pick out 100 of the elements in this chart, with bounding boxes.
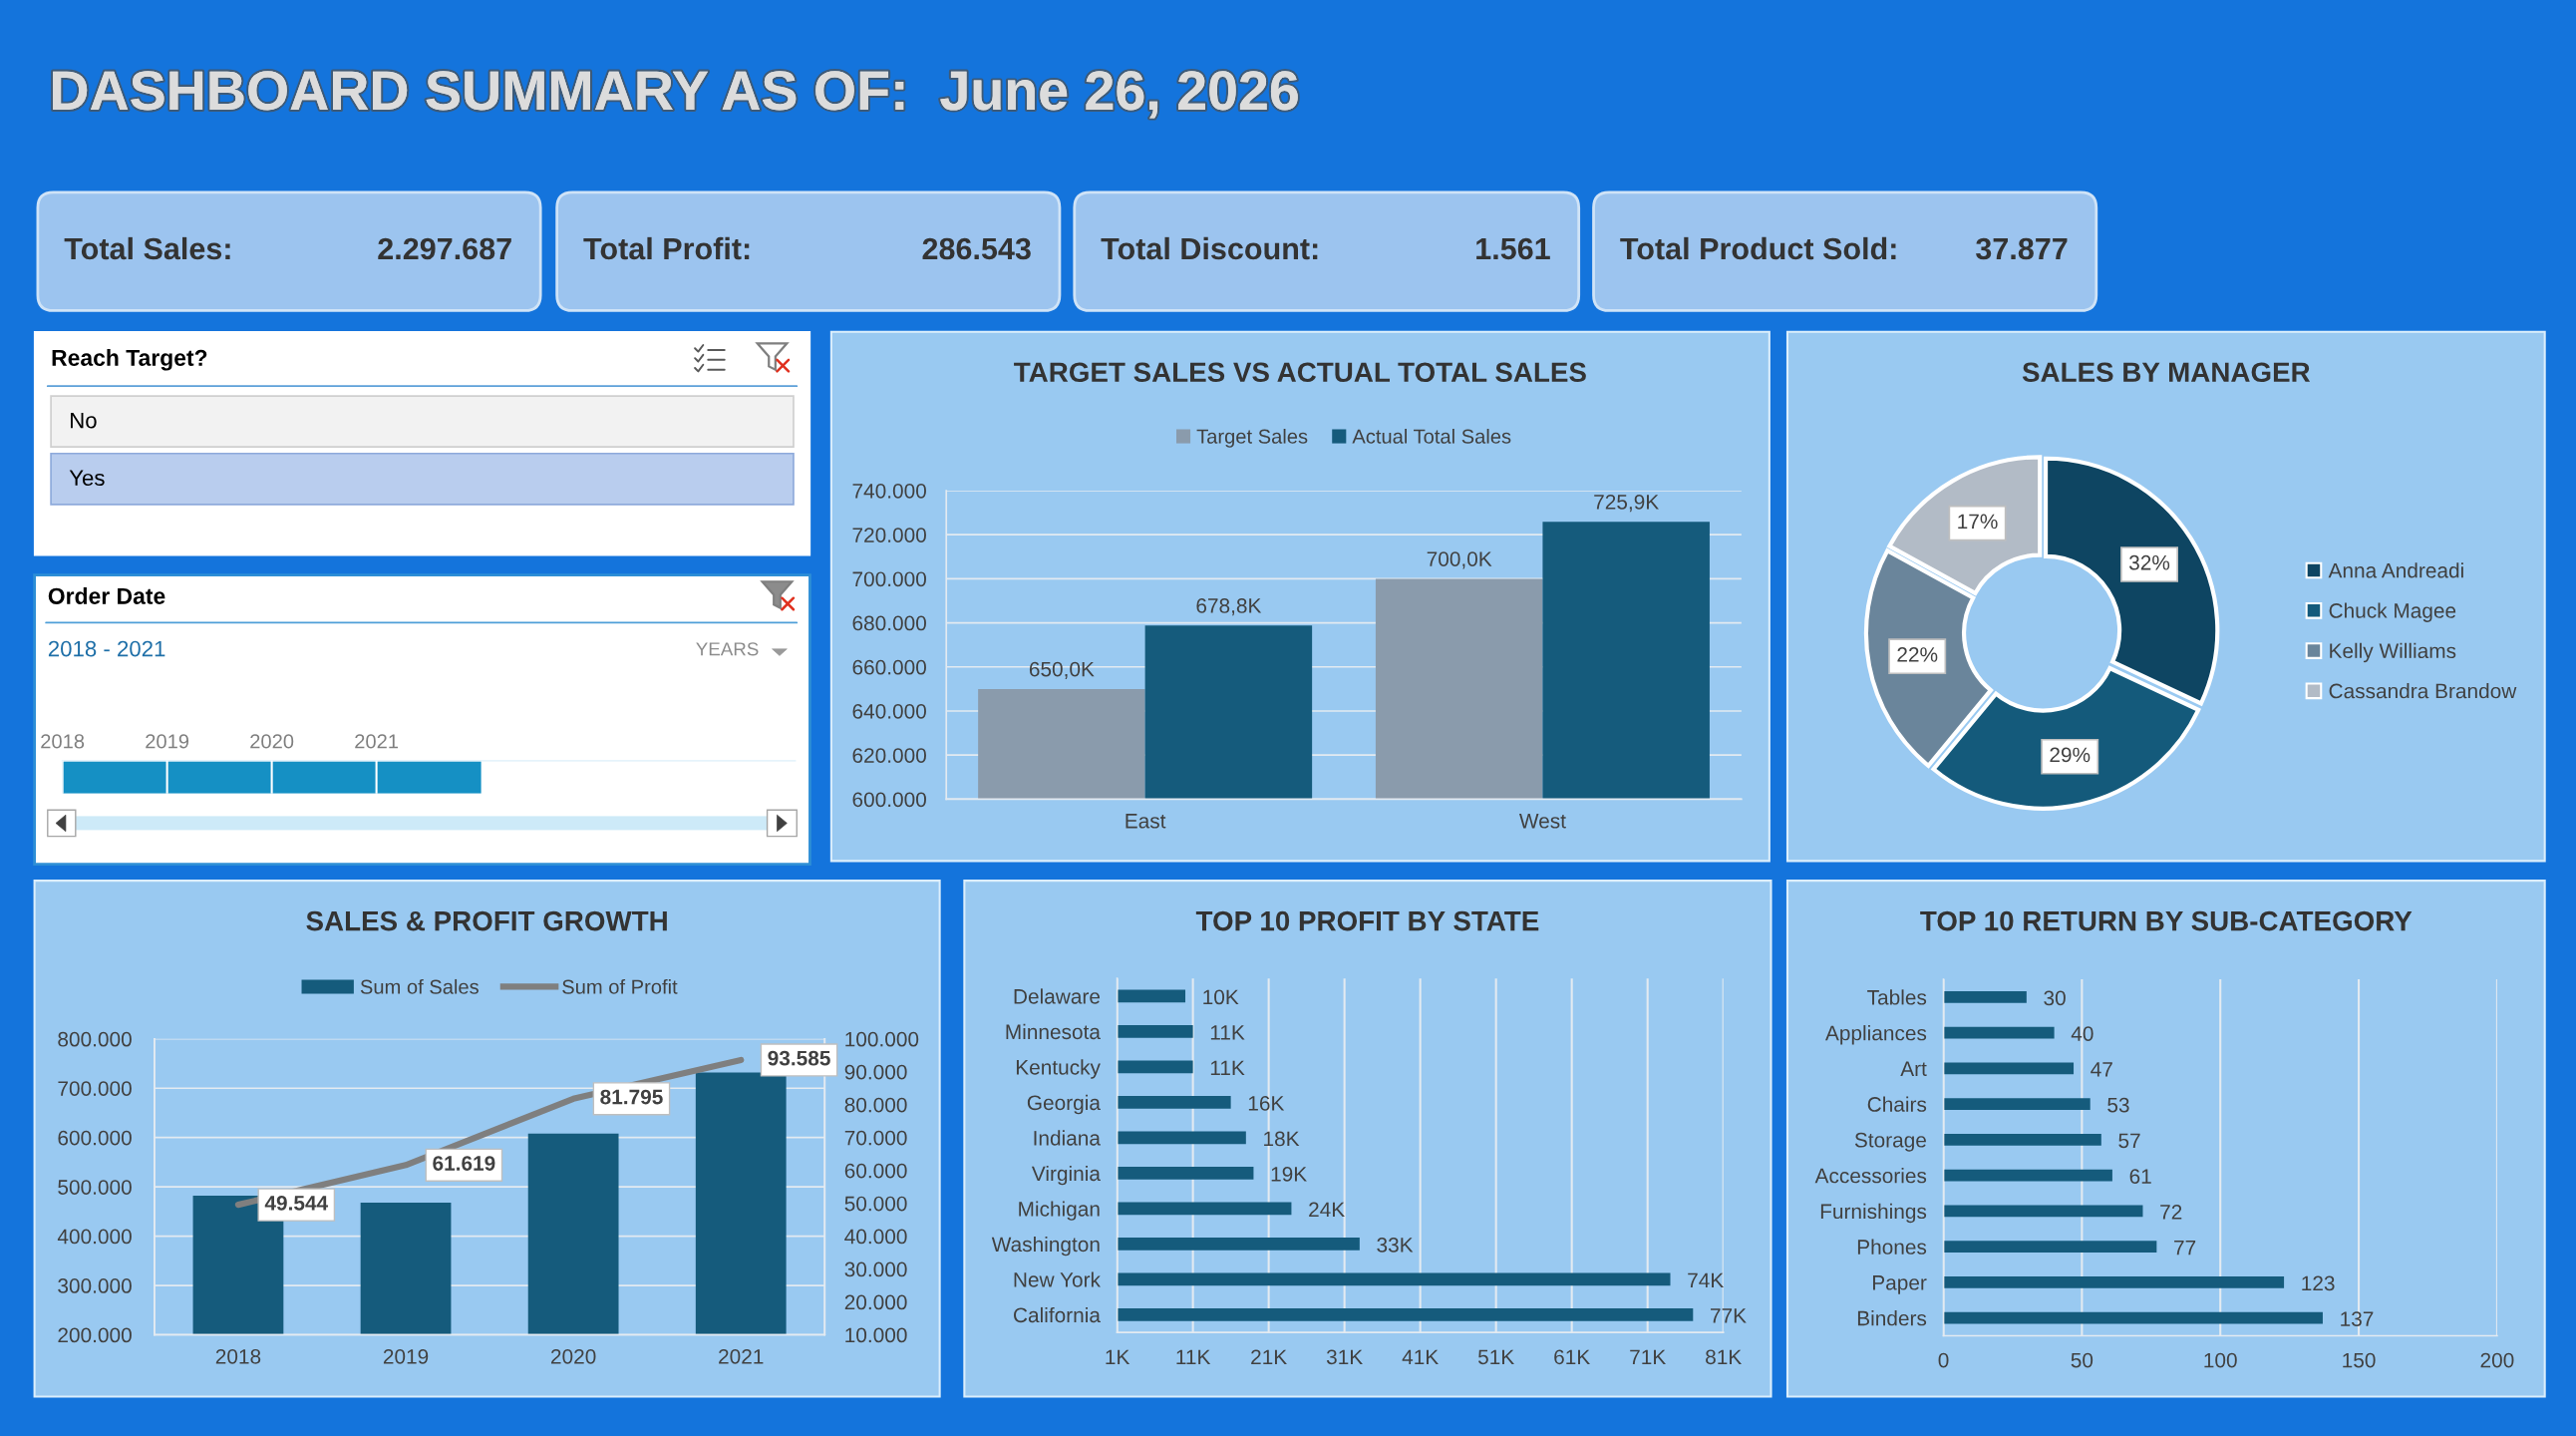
data-label: 19K <box>1271 1167 1307 1182</box>
bar <box>1943 1026 2055 1039</box>
text: Reach Target? <box>52 349 207 371</box>
text: Total Profit: <box>583 236 750 260</box>
legend-label: Sum of Sales <box>360 978 479 994</box>
x-tick-label: 41K <box>1402 1349 1439 1364</box>
y-tick-label: 400.000 <box>57 1229 132 1245</box>
data-label: 77K <box>1711 1308 1747 1323</box>
y-tick-label: Delaware <box>1014 988 1101 1004</box>
x-tick-label: 1K <box>1106 1349 1130 1364</box>
y2-tick-label: 80.000 <box>844 1097 907 1113</box>
y-tick-label: 620.000 <box>852 748 926 763</box>
data-label: 61.619 <box>433 1156 495 1171</box>
y2-tick-label: 40.000 <box>844 1229 907 1245</box>
y2-tick-label: 30.000 <box>844 1261 907 1277</box>
data-label: 32% <box>2128 554 2170 570</box>
x-tick-label: 2020 <box>551 1348 596 1364</box>
y-tick-label: Appliances <box>1825 1025 1927 1045</box>
y-tick-label: Paper <box>1872 1275 1927 1294</box>
y2-tick-label: 70.000 <box>844 1130 907 1146</box>
y-tick-label: Phones <box>1857 1239 1927 1255</box>
x-tick-label: 11K <box>1176 1349 1211 1364</box>
y2-tick-label: 10.000 <box>845 1327 907 1343</box>
y-tick-label: Georgia <box>1027 1094 1101 1115</box>
data-label: 137 <box>2341 1311 2374 1326</box>
chart-title: Order Date <box>48 587 165 604</box>
y-tick-label: 700.000 <box>852 571 926 587</box>
y-tick-label: Furnishings <box>1820 1203 1927 1224</box>
y2-tick-label: 60.000 <box>844 1163 907 1179</box>
data-label: 18K <box>1264 1131 1300 1147</box>
y2-tick-label: 90.000 <box>844 1064 907 1080</box>
data-label: 57 <box>2118 1133 2140 1149</box>
data-label: 17% <box>1958 514 1998 530</box>
data-label: 10K <box>1203 989 1239 1005</box>
data-label: 72 <box>2160 1204 2182 1220</box>
data-label: 11K <box>1210 1025 1245 1040</box>
y-tick-label: 200.000 <box>58 1327 132 1343</box>
data-label: 93.585 <box>768 1050 830 1066</box>
data-label: 33K <box>1377 1238 1414 1253</box>
chart-title: SALES BY MANAGER <box>2022 362 2311 383</box>
data-label: 77 <box>2174 1240 2196 1256</box>
text: DASHBOARD SUMMARY AS OF: June 26, 2026 <box>53 71 1298 119</box>
data-label: 24K <box>1309 1202 1345 1218</box>
x-tick-label: 61K <box>1554 1349 1590 1365</box>
y-tick-label: Indiana <box>1034 1130 1101 1146</box>
data-label: 725,9K <box>1594 494 1659 513</box>
legend-label: Sum of Profit <box>562 978 678 994</box>
legend-label: Anna Andreadi <box>2328 562 2463 578</box>
data-label: 81.795 <box>600 1089 663 1105</box>
y-tick-label: 800.000 <box>58 1031 132 1047</box>
data-label: 16K <box>1248 1096 1285 1111</box>
y-tick-label: 300.000 <box>58 1278 132 1293</box>
y-tick-label: California <box>1014 1306 1101 1323</box>
y-tick-label: Minnesota <box>1006 1023 1101 1040</box>
bar <box>1943 1311 2323 1324</box>
x-tick-label: 2018 <box>41 734 85 749</box>
text: Total Product Sold: <box>1620 236 1896 260</box>
y-tick-label: 600.000 <box>852 792 926 808</box>
y-tick-label: 680.000 <box>852 615 926 631</box>
x-tick-label: 2019 <box>146 734 189 749</box>
data-label: 678,8K <box>1196 598 1262 616</box>
y2-tick-label: 50.000 <box>844 1196 907 1212</box>
x-tick-label: 71K <box>1630 1349 1666 1364</box>
text: 1.561 <box>1476 237 1550 260</box>
y-tick-label: Tables <box>1867 989 1927 1005</box>
y-tick-label: Michigan <box>1019 1201 1100 1221</box>
bar <box>1943 990 2027 1003</box>
y-tick-label: Art <box>1900 1061 1927 1077</box>
text: 286.543 <box>922 237 1031 260</box>
y-tick-label: 720.000 <box>852 528 926 542</box>
bar <box>1943 1133 2101 1146</box>
y-tick-label: Washington <box>991 1236 1100 1256</box>
x-tick-label: 2020 <box>250 734 294 749</box>
y-tick-label: Virginia <box>1031 1165 1101 1186</box>
chart-title: SALES & PROFIT GROWTH <box>306 910 667 931</box>
x-tick-label: 2021 <box>719 1348 764 1364</box>
text: 2018 - 2021 <box>48 640 165 657</box>
text: Yes <box>69 470 105 487</box>
chart-title: TARGET SALES VS ACTUAL TOTAL SALES <box>1014 362 1586 383</box>
y-tick-label: Accessories <box>1814 1168 1927 1184</box>
donut-slice <box>1931 665 2201 811</box>
donut-slice <box>2043 456 2220 706</box>
x-tick-label: 21K <box>1251 1349 1287 1364</box>
y2-tick-label: 20.000 <box>844 1294 907 1310</box>
data-label: 74K <box>1688 1272 1724 1288</box>
y-tick-label: 700.000 <box>58 1081 132 1096</box>
y-tick-label: New York <box>1014 1271 1101 1287</box>
data-label: 61 <box>2129 1169 2151 1184</box>
y-tick-label: 740.000 <box>852 483 926 499</box>
text: Total Sales: <box>64 236 230 260</box>
legend-label: Actual Total Sales <box>1352 428 1511 444</box>
x-tick-label: 50 <box>2071 1352 2093 1368</box>
x-tick-label: 31K <box>1326 1349 1363 1365</box>
bar <box>1943 1241 2157 1254</box>
x-tick-label: 2019 <box>383 1348 429 1364</box>
data-label: 53 <box>2107 1097 2129 1113</box>
data-label: 650,0K <box>1029 661 1095 679</box>
legend-label: Kelly Williams <box>2330 642 2456 663</box>
text: Total Discount: <box>1101 236 1318 260</box>
y2-tick-label: 100.000 <box>845 1031 919 1047</box>
